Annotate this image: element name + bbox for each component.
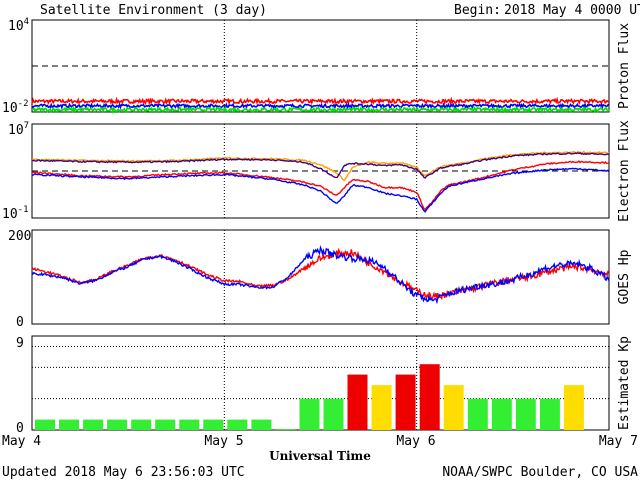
kp-bar <box>179 419 200 430</box>
begin-value: 2018 May 4 0000 UTC <box>504 3 640 18</box>
hp-series-0 <box>31 247 610 301</box>
grid-layer <box>32 20 609 430</box>
electron-ytick-bottom: 10-1 <box>2 205 29 222</box>
kp-bar <box>227 419 248 430</box>
kp-bar <box>35 419 55 430</box>
credit-text: NOAA/SWPC Boulder, CO USA <box>442 465 638 480</box>
hp-ylabel: GOES Hp <box>617 249 632 304</box>
proton-ytick-bottom: 10-2 <box>2 99 29 116</box>
x-axis-title: Universal Time <box>269 449 371 463</box>
kp-bar <box>563 385 584 430</box>
proton-ylabel: Proton Flux <box>617 23 632 109</box>
series-layer <box>31 96 610 305</box>
hp-ytick-top: 200 <box>8 229 31 244</box>
kp-bar <box>251 419 272 430</box>
xtick-may4: May 4 <box>2 434 41 449</box>
hp-panel-frame <box>31 229 610 325</box>
electron-series-3 <box>32 167 610 213</box>
kp-bar <box>83 419 104 430</box>
electron-ylabel: Electron Flux <box>617 120 632 222</box>
kp-bar <box>155 419 176 430</box>
kp-bar <box>395 374 416 430</box>
hp-series-1 <box>31 245 610 305</box>
electron-ytick-top: 107 <box>8 121 29 138</box>
hp-ytick-bottom: 0 <box>16 315 24 330</box>
kp-bar <box>299 398 320 430</box>
kp-bar <box>539 398 560 430</box>
kp-bar <box>467 398 488 430</box>
xtick-may6: May 6 <box>396 434 435 449</box>
proton-series-2 <box>31 105 610 115</box>
kp-bar <box>323 398 344 430</box>
proton-series-0 <box>31 96 610 106</box>
kp-ytick-bottom: 0 <box>16 421 24 436</box>
page-title: Satellite Environment (3 day) <box>40 3 267 18</box>
kp-bar <box>419 364 440 430</box>
kp-bar <box>59 419 79 430</box>
kp-bar <box>107 419 128 430</box>
updated-timestamp: Updated 2018 May 6 23:56:03 UTC <box>2 465 245 480</box>
kp-bar <box>371 385 392 430</box>
kp-panel-frame <box>31 335 610 431</box>
electron-series-1 <box>32 151 610 179</box>
begin-label: Begin: <box>454 3 501 18</box>
kp-bars <box>35 364 584 430</box>
xtick-may5: May 5 <box>204 434 243 449</box>
kp-ytick-top: 9 <box>16 336 24 351</box>
kp-bar <box>131 419 152 430</box>
kp-bar <box>275 429 296 430</box>
kp-bar <box>347 374 368 430</box>
proton-series-1 <box>31 102 610 110</box>
kp-ylabel: Estimated Kp <box>617 336 632 430</box>
electron-series-2 <box>31 160 610 211</box>
kp-bar <box>491 398 512 430</box>
kp-bar <box>515 398 536 430</box>
proton-ytick-top: 104 <box>8 17 29 34</box>
xtick-may7: May 7 <box>599 434 638 449</box>
kp-bar <box>443 385 464 430</box>
kp-bar <box>203 419 224 430</box>
